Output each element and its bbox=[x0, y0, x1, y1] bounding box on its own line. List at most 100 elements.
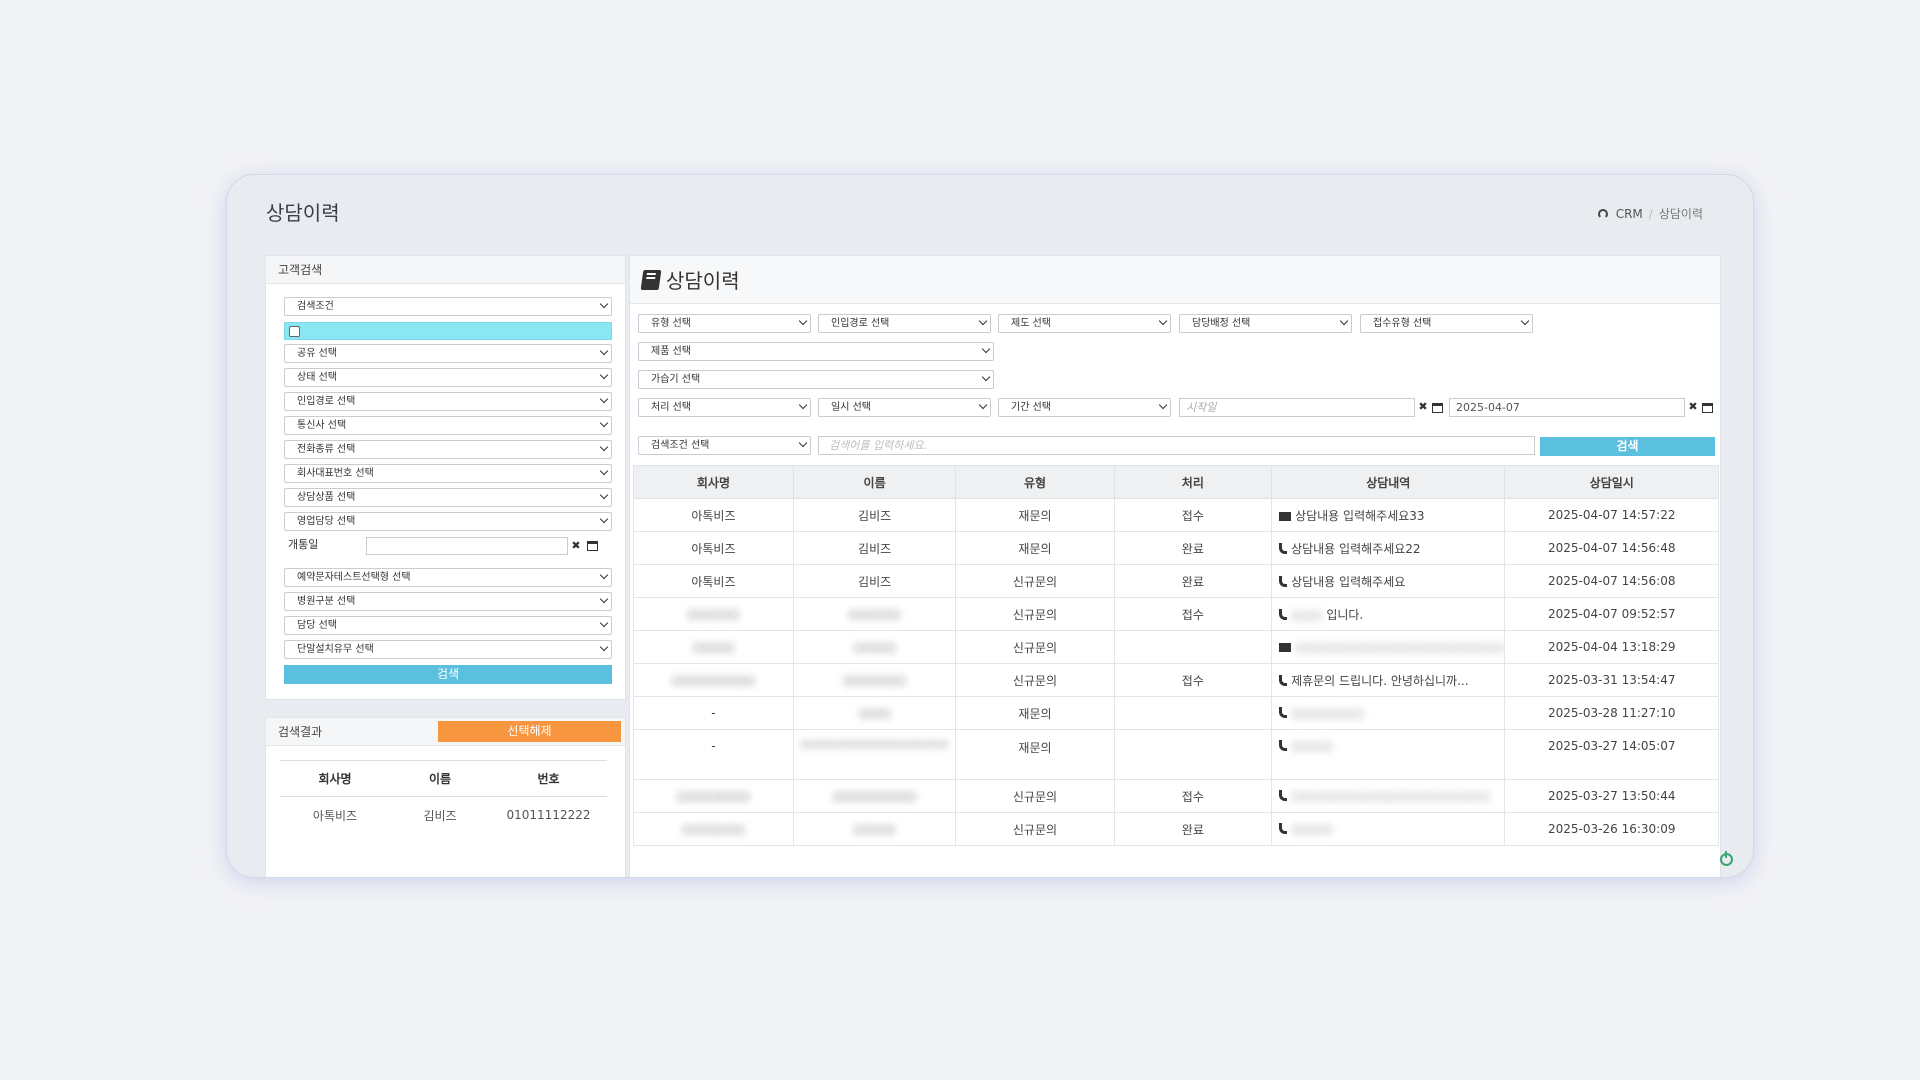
deselect-button[interactable]: 선택해제 bbox=[438, 721, 621, 742]
table-row[interactable]: ○○○○○○○○ ○○○○○○ 신규문의 접수 제휴문의 드립니다. 안녕하십니… bbox=[633, 663, 1719, 697]
cell-content[interactable]: ○○○○ bbox=[1271, 812, 1506, 846]
end-date-input[interactable]: 2025-04-07 bbox=[1449, 398, 1685, 417]
content-redacted: ○○○○○○○○○○○○○○○○○○○○ bbox=[1295, 640, 1505, 654]
table-row[interactable]: - ○○○○○○○○○○○○○○○○○ 재문의 ○○○○ 2025-03-27 … bbox=[633, 729, 1719, 780]
cell-content[interactable]: 상담내용 입력해주세요 bbox=[1271, 564, 1506, 598]
humidifier-select[interactable]: 가습기 선택 bbox=[638, 370, 994, 389]
clear-icon[interactable]: ✖ bbox=[571, 539, 581, 552]
product-select[interactable]: 제품 선택 bbox=[638, 342, 994, 361]
chevron-down-icon bbox=[599, 346, 609, 356]
header-content[interactable]: 상담내역 bbox=[1271, 465, 1506, 499]
open-date-input[interactable] bbox=[366, 537, 568, 555]
start-date-input[interactable]: 시작일 bbox=[1179, 398, 1415, 417]
company-number-select[interactable]: 회사대표번호 선택 bbox=[284, 464, 612, 483]
table-row[interactable]: ○○○○ ○○○○ 신규문의 ○○○○○○○○○○○○○○○○○○○○ 2025… bbox=[633, 630, 1719, 664]
table-row[interactable]: 아톡비즈 김비즈 재문의 접수 상담내용 입력해주세요33 2025-04-07… bbox=[633, 498, 1719, 532]
cell-content[interactable]: 제휴문의 드립니다. 안녕하십니까... bbox=[1271, 663, 1506, 697]
header-name[interactable]: 이름 bbox=[792, 465, 957, 499]
cell-type: 재문의 bbox=[955, 531, 1115, 565]
terminal-install-select[interactable]: 단말설치유무 선택 bbox=[284, 640, 612, 659]
envelope-icon bbox=[1279, 643, 1292, 652]
hospital-type-select[interactable]: 병원구분 선택 bbox=[284, 592, 612, 611]
consult-product-select[interactable]: 상담상품 선택 bbox=[284, 488, 612, 507]
cell-datetime: 2025-04-07 14:56:08 bbox=[1504, 564, 1719, 598]
cell-content[interactable]: ○○○○○○○ bbox=[1271, 696, 1506, 730]
reception-type-select[interactable]: 접수유형 선택 bbox=[1360, 314, 1533, 333]
customer-search-button[interactable]: 검색 bbox=[284, 665, 612, 684]
cell-datetime: 2025-04-07 14:56:48 bbox=[1504, 531, 1719, 565]
datetime-select[interactable]: 일시 선택 bbox=[818, 398, 991, 417]
chevron-down-icon bbox=[798, 316, 808, 326]
cell-name: ○○○○○ bbox=[792, 597, 957, 631]
phone-icon bbox=[1279, 707, 1288, 718]
cell-content[interactable]: ○○○ 입니다. bbox=[1271, 597, 1506, 631]
cell-name: ○○○○○○○○ bbox=[792, 779, 957, 813]
search-keyword-input[interactable]: 검색어를 입력하세요. bbox=[818, 436, 1535, 455]
cell-content[interactable]: 상담내용 입력해주세요22 bbox=[1271, 531, 1506, 565]
checkbox[interactable] bbox=[289, 326, 300, 337]
header-company[interactable]: 회사명 bbox=[633, 465, 794, 499]
highlight-checkbox-row[interactable] bbox=[284, 322, 612, 340]
header-number: 번호 bbox=[537, 772, 560, 786]
chevron-down-icon bbox=[1520, 316, 1530, 326]
chevron-down-icon bbox=[599, 466, 609, 476]
cell-datetime: 2025-03-26 16:30:09 bbox=[1504, 812, 1719, 846]
cell-content[interactable]: ○○○○○○○○○○○○○○○○○○○○ bbox=[1271, 630, 1506, 664]
breadcrumb-current: 상담이력 bbox=[1658, 207, 1703, 221]
table-row[interactable]: 아톡비즈 김비즈 01011112222 bbox=[280, 797, 607, 833]
cell-content[interactable]: ○○○○○○○○○○○○○○○○○○○ bbox=[1271, 779, 1506, 813]
type-select[interactable]: 유형 선택 bbox=[638, 314, 811, 333]
cell-type: 신규문의 bbox=[955, 597, 1115, 631]
breadcrumb-root[interactable]: CRM bbox=[1615, 206, 1643, 221]
chevron-down-icon bbox=[599, 490, 609, 500]
power-icon[interactable] bbox=[1720, 851, 1733, 866]
cell-content[interactable]: 상담내용 입력해주세요33 bbox=[1271, 498, 1506, 532]
clear-start-icon[interactable]: ✖ bbox=[1418, 400, 1428, 413]
select-label: 가습기 선택 bbox=[651, 374, 701, 385]
clear-end-icon[interactable]: ✖ bbox=[1688, 400, 1698, 413]
system-select[interactable]: 제도 선택 bbox=[998, 314, 1171, 333]
select-label: 제품 선택 bbox=[651, 346, 691, 357]
manager-select[interactable]: 담당 선택 bbox=[284, 616, 612, 635]
envelope-icon bbox=[1279, 511, 1292, 521]
assignment-select[interactable]: 담당배정 선택 bbox=[1179, 314, 1352, 333]
table-row[interactable]: ○○○○○ ○○○○○ 신규문의 접수 ○○○ 입니다. 2025-04-07 … bbox=[633, 597, 1719, 631]
cell-name: 김비즈 bbox=[792, 531, 957, 565]
header-status[interactable]: 처리 bbox=[1113, 465, 1273, 499]
table-row[interactable]: - ○○○ 재문의 ○○○○○○○ 2025-03-28 11:27:10 bbox=[633, 696, 1719, 730]
inflow-select[interactable]: 인입경로 선택 bbox=[818, 314, 991, 333]
chevron-down-icon bbox=[798, 400, 808, 410]
calendar-icon[interactable] bbox=[587, 541, 598, 551]
search-condition-select[interactable]: 검색조건 bbox=[284, 297, 612, 316]
header-datetime[interactable]: 상담일시 bbox=[1504, 465, 1719, 499]
crm-icon bbox=[1597, 208, 1608, 219]
table-row[interactable]: 아톡비즈 김비즈 신규문의 완료 상담내용 입력해주세요 2025-04-07 … bbox=[633, 564, 1719, 598]
phone-type-select[interactable]: 전화종류 선택 bbox=[284, 440, 612, 459]
table-row[interactable]: 아톡비즈 김비즈 재문의 완료 상담내용 입력해주세요22 2025-04-07… bbox=[633, 531, 1719, 565]
sales-manager-select[interactable]: 영업담당 선택 bbox=[284, 512, 612, 531]
main-search-button[interactable]: 검색 bbox=[1540, 437, 1715, 456]
cell-datetime: 2025-04-07 14:57:22 bbox=[1504, 498, 1719, 532]
header-type[interactable]: 유형 bbox=[955, 465, 1115, 499]
select-label: 일시 선택 bbox=[831, 402, 871, 413]
inflow-path-select[interactable]: 인입경로 선택 bbox=[284, 392, 612, 411]
reservation-sms-select[interactable]: 예약문자테스트선택형 선택 bbox=[284, 568, 612, 587]
table-row[interactable]: ○○○○○○○ ○○○○○○○○ 신규문의 접수 ○○○○○○○○○○○○○○○… bbox=[633, 779, 1719, 813]
carrier-select[interactable]: 통신사 선택 bbox=[284, 416, 612, 435]
search-condition-select[interactable]: 검색조건 선택 bbox=[638, 436, 811, 455]
table-row[interactable]: ○○○○○○ ○○○○ 신규문의 완료 ○○○○ 2025-03-26 16:3… bbox=[633, 812, 1719, 846]
cell-name: ○○○○ bbox=[792, 630, 957, 664]
content-text: 입니다. bbox=[1326, 607, 1364, 622]
status-select[interactable]: 상태 선택 bbox=[284, 368, 612, 387]
cell-status bbox=[1113, 630, 1273, 664]
cell-company: ○○○○○ bbox=[633, 597, 794, 631]
process-select[interactable]: 처리 선택 bbox=[638, 398, 811, 417]
cell-name: ○○○○○○ bbox=[792, 663, 957, 697]
cell-type: 재문의 bbox=[955, 729, 1115, 780]
period-select[interactable]: 기간 선택 bbox=[998, 398, 1171, 417]
calendar-end-icon[interactable] bbox=[1702, 403, 1713, 413]
cell-name: 김비즈 bbox=[792, 498, 957, 532]
share-select[interactable]: 공유 선택 bbox=[284, 344, 612, 363]
calendar-start-icon[interactable] bbox=[1432, 403, 1443, 413]
cell-content[interactable]: ○○○○ bbox=[1271, 729, 1506, 780]
